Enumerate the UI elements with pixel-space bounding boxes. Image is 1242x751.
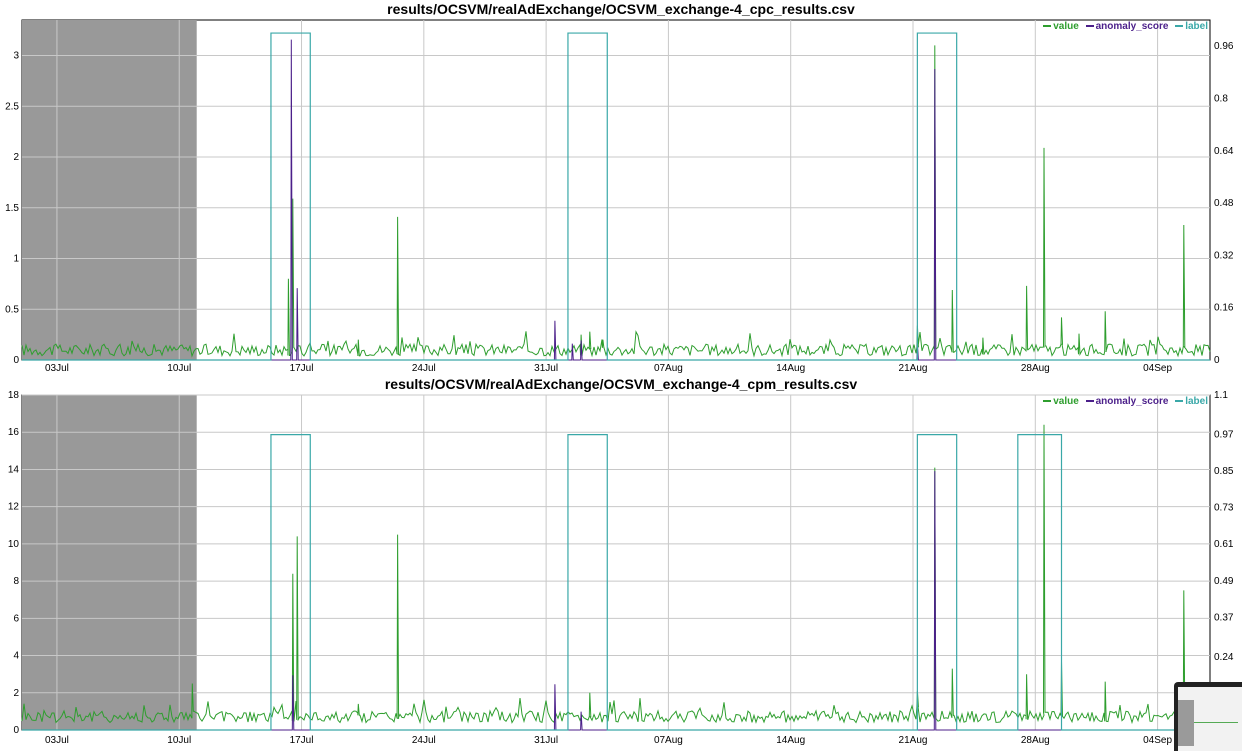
x-tick-label: 21Aug xyxy=(899,363,928,374)
chart-panel-cpm: results/OCSVM/realAdExchange/OCSVM_excha… xyxy=(0,375,1242,751)
x-tick-label: 14Aug xyxy=(776,363,805,374)
y-left-tick-label: 10 xyxy=(8,539,20,550)
cpm-chart: 03Jul 10Jul 17Jul 24Jul 31Jul 07Aug 14Aug 21Aug… xyxy=(8,390,1234,746)
legend-item-label[interactable]: label xyxy=(1175,396,1208,407)
x-tick-label: 07Aug xyxy=(654,735,683,746)
x-tick-label: 04Sep xyxy=(1143,735,1172,746)
minimap-shade xyxy=(1178,700,1194,746)
x-tick-label: 28Aug xyxy=(1021,363,1050,374)
x-tick-label: 24Jul xyxy=(412,735,436,746)
legend-item-anomaly-score[interactable]: anomaly_score xyxy=(1085,396,1168,407)
x-tick-label: 17Jul xyxy=(290,735,314,746)
legend-item-value[interactable]: value xyxy=(1043,396,1079,407)
series-label-line xyxy=(22,433,1210,731)
y-right-tick-label: 0.49 xyxy=(1214,576,1234,587)
y-right-tick-label: 0.97 xyxy=(1214,430,1234,441)
y-right-tick-label: 0.32 xyxy=(1214,250,1234,261)
y-right-tick-label: 0.48 xyxy=(1214,198,1234,209)
x-tick-label: 31Jul xyxy=(534,735,558,746)
y-left-tick-label: 2 xyxy=(13,152,19,163)
plot-area xyxy=(21,394,1211,731)
chart-legend: value anomaly_score label xyxy=(1039,21,1208,32)
y-left-tick-label: 4 xyxy=(13,651,19,662)
shaded-region xyxy=(22,20,197,360)
y-right-tick-label: 0.85 xyxy=(1214,466,1234,477)
chart-panel-cpc: results/OCSVM/realAdExchange/OCSVM_excha… xyxy=(0,0,1242,375)
series-label-line xyxy=(22,32,1210,361)
y-left-tick-label: 8 xyxy=(13,576,19,587)
y-left-tick-label: 0 xyxy=(13,725,19,736)
y-left-tick-label: 16 xyxy=(8,427,20,438)
minimap-line xyxy=(1194,722,1238,723)
y-left-tick-label: 2 xyxy=(13,688,19,699)
y-left-tick-label: 6 xyxy=(13,613,19,624)
x-tick-label: 03Jul xyxy=(45,735,69,746)
x-tick-label: 17Jul xyxy=(290,363,314,374)
x-tick-label: 10Jul xyxy=(167,363,191,374)
chart-legend: value anomaly_score label xyxy=(1039,396,1208,407)
minimap-thumbnail[interactable] xyxy=(1174,682,1242,751)
y-right-tick-label: 0.73 xyxy=(1214,503,1234,514)
y-right-tick-label: 0.96 xyxy=(1214,41,1234,52)
y-left-tick-label: 1.5 xyxy=(5,203,19,214)
y-left-tick-label: 0 xyxy=(13,355,19,366)
y-right-tick-label: 0.37 xyxy=(1214,612,1234,623)
plot-area xyxy=(21,19,1211,361)
y-left-tick-label: 3 xyxy=(13,51,19,62)
y-right-tick-label: 0.24 xyxy=(1214,652,1234,663)
y-right-tick-label: 0.8 xyxy=(1214,93,1228,104)
y-left-tick-label: 1 xyxy=(13,254,19,265)
x-tick-label: 14Aug xyxy=(776,735,805,746)
x-tick-label: 31Jul xyxy=(534,363,558,374)
y-right-tick-label: 0.61 xyxy=(1214,539,1234,550)
y-right-tick-label: 0 xyxy=(1214,355,1220,366)
y-right-tick-label: 0.16 xyxy=(1214,303,1234,314)
y-right-tick-label: 1.1 xyxy=(1214,390,1228,401)
shaded-region xyxy=(22,395,197,730)
y-left-tick-label: 0.5 xyxy=(5,304,19,315)
x-tick-label: 28Aug xyxy=(1021,735,1050,746)
x-tick-label: 24Jul xyxy=(412,363,436,374)
y-left-tick-label: 12 xyxy=(8,502,20,513)
series-value-line xyxy=(21,45,1211,358)
series-value-line xyxy=(21,424,1211,725)
x-tick-label: 21Aug xyxy=(899,735,928,746)
cpc-chart: 03Jul 10Jul 17Jul 24Jul 31Jul 07Aug 14Aug 21Aug… xyxy=(5,19,1234,374)
legend-item-label[interactable]: label xyxy=(1175,21,1208,32)
x-tick-label: 03Jul xyxy=(45,363,69,374)
chart-title: results/OCSVM/realAdExchange/OCSVM_excha… xyxy=(384,376,858,392)
chart-title: results/OCSVM/realAdExchange/OCSVM_excha… xyxy=(387,1,855,17)
y-left-tick-label: 18 xyxy=(8,390,20,401)
x-tick-label: 10Jul xyxy=(167,735,191,746)
x-tick-label: 04Sep xyxy=(1143,363,1172,374)
y-left-tick-label: 2.5 xyxy=(5,101,19,112)
legend-item-value[interactable]: value xyxy=(1043,21,1079,32)
y-left-tick-label: 14 xyxy=(8,464,20,475)
legend-item-anomaly-score[interactable]: anomaly_score xyxy=(1085,21,1168,32)
y-right-tick-label: 0.64 xyxy=(1214,146,1234,157)
x-tick-label: 07Aug xyxy=(654,363,683,374)
